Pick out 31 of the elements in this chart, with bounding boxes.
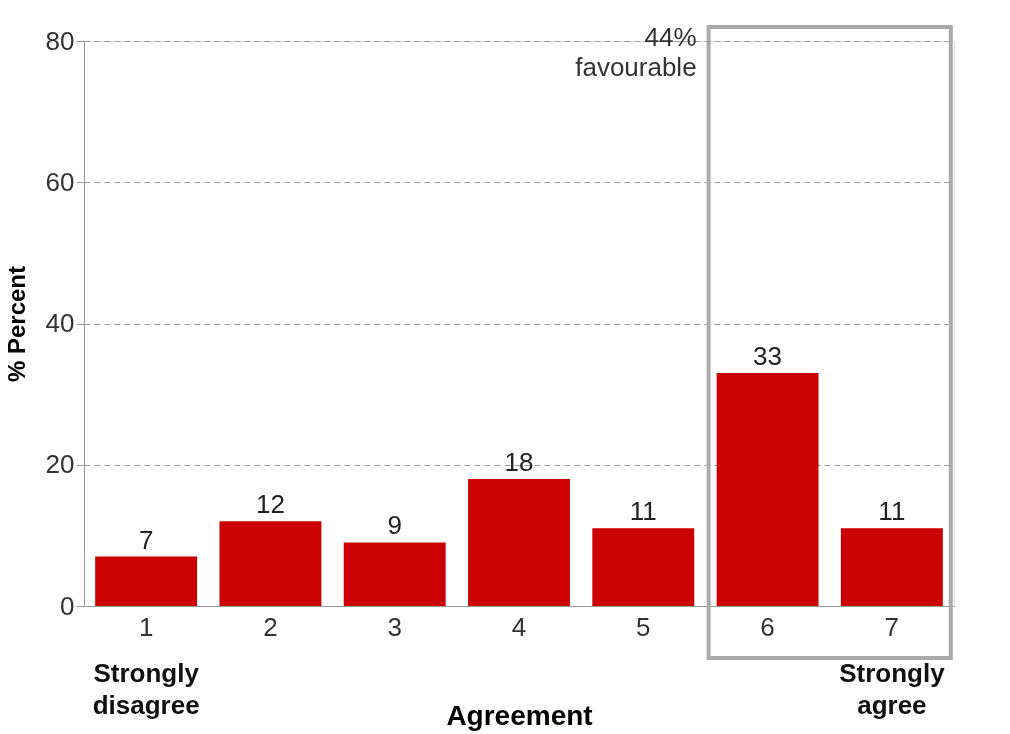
y-tick-label: 40 bbox=[45, 308, 75, 338]
bar bbox=[592, 528, 695, 606]
bar bbox=[468, 478, 570, 606]
bar bbox=[840, 528, 943, 606]
x-tick-label: 4 bbox=[511, 611, 527, 642]
y-tick-label: 0 bbox=[60, 590, 75, 621]
data-label: 33 bbox=[753, 340, 783, 371]
x-tick-label: 3 bbox=[387, 611, 402, 642]
annotation: 44% favourable bbox=[575, 22, 697, 82]
bar bbox=[95, 556, 198, 606]
data-label: 11 bbox=[878, 496, 906, 527]
x-tick-label: 2 bbox=[263, 611, 278, 642]
text: Strongly agree bbox=[839, 658, 946, 720]
x-tick-label: 1 bbox=[138, 611, 154, 642]
data-label: 9 bbox=[387, 510, 402, 541]
y-tick-label: 80 bbox=[45, 25, 75, 56]
x-axis-title: Agreement bbox=[446, 699, 593, 731]
data-label: 12 bbox=[255, 489, 285, 520]
x-tick-label: 6 bbox=[760, 611, 775, 642]
data-label: 18 bbox=[504, 446, 534, 477]
y-tick-label: 60 bbox=[45, 166, 75, 197]
bar bbox=[219, 521, 322, 606]
data-label: 7 bbox=[138, 524, 154, 555]
bar bbox=[716, 372, 819, 606]
data-label: 11 bbox=[629, 496, 657, 527]
text: Strongly disagree bbox=[92, 658, 200, 720]
bar bbox=[343, 542, 446, 606]
x-tick-label: 7 bbox=[884, 611, 900, 642]
x-tick-label: 5 bbox=[636, 611, 651, 642]
y-axis-title: % Percent bbox=[2, 265, 30, 383]
y-tick-label: 20 bbox=[45, 449, 75, 480]
